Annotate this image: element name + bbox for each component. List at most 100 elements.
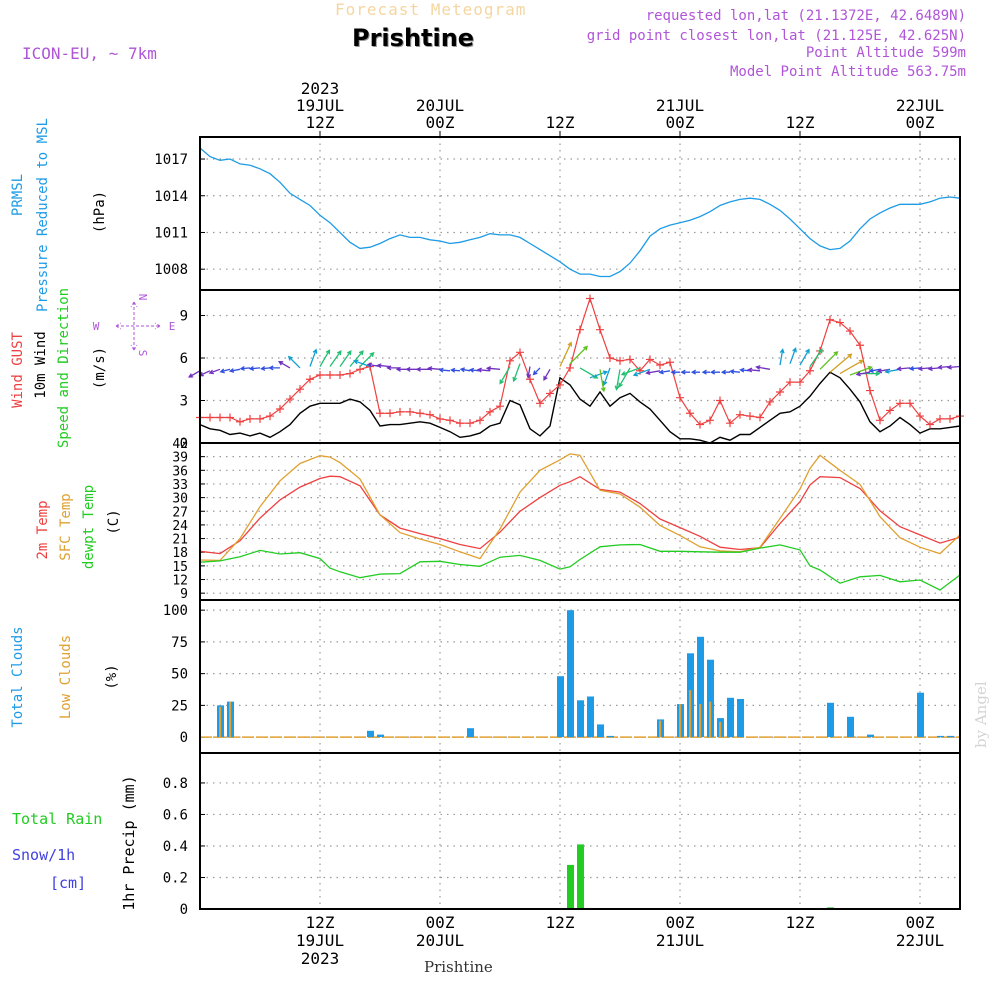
wind-arrow — [415, 366, 430, 372]
wind-arrow — [709, 369, 720, 375]
y-tick-label: 18 — [172, 546, 188, 561]
requested-location: requested lon,lat (21.1372E, 42.6489N) — [645, 8, 966, 24]
wind-arrow — [908, 366, 921, 371]
y-tick-label: 75 — [171, 635, 188, 651]
wind-arrow — [353, 359, 371, 368]
time-label-top: 19JUL — [296, 96, 344, 115]
wind-arrow — [278, 361, 291, 369]
total-cloud-bar — [467, 728, 474, 738]
low-clouds-label: Low Clouds — [58, 635, 74, 719]
gust-marker — [936, 414, 944, 423]
wind-direction-arrows — [188, 341, 961, 393]
gust-marker — [246, 414, 254, 423]
wind-arrow — [618, 367, 631, 388]
compass-w: W — [93, 320, 100, 333]
wind-arrow — [339, 349, 352, 367]
wind-arrow — [427, 366, 441, 372]
gust-marker — [696, 420, 704, 429]
wind-unit-label: (m/s) — [92, 347, 108, 389]
y-tick-label: 1014 — [154, 189, 188, 205]
wind-arrow — [670, 369, 680, 375]
gust-marker — [226, 413, 234, 422]
wind-gust-markers — [196, 294, 964, 429]
y-tick-label: 24 — [172, 519, 188, 534]
time-label-top: 21JUL — [656, 96, 704, 115]
pressure-grid: 1008 1011 1014 1017 — [154, 137, 960, 290]
model-point-altitude: Model Point Altitude 563.75m — [729, 64, 966, 80]
pressure-frame — [199, 136, 961, 291]
wind-arrow — [228, 368, 241, 373]
grid-point-location: grid point closest lon,lat (21.125E, 42.… — [586, 28, 966, 44]
wind-arrow — [287, 355, 301, 369]
low-cloud-bar — [719, 721, 722, 738]
y-tick-label: 0.4 — [163, 839, 188, 855]
y-tick-label: 9 — [180, 587, 188, 602]
gust-marker — [426, 410, 434, 419]
pressure-label-prmsl: PRMSL — [10, 174, 26, 216]
wind-arrow — [809, 348, 823, 367]
gust-marker — [766, 397, 774, 406]
y-tick-label: 9 — [180, 309, 188, 325]
gust-marker — [736, 410, 744, 419]
total-cloud-bar — [567, 610, 574, 738]
time-label-top: 22JUL — [896, 96, 944, 115]
gust-marker — [726, 419, 734, 428]
wind-arrow — [260, 365, 271, 371]
wind-arrow — [602, 367, 611, 387]
gust-marker — [686, 409, 694, 418]
wind-arrow — [512, 363, 521, 383]
low-cloud-bar — [709, 701, 712, 738]
dewpoint-line — [199, 543, 961, 591]
low-cloud-bar — [229, 701, 232, 738]
y-tick-label: 1017 — [154, 152, 188, 168]
gust-marker — [536, 399, 544, 408]
wind-arrow — [620, 367, 641, 376]
gust-marker — [586, 294, 594, 303]
wind-arrow — [614, 369, 621, 391]
time-label-bottom: 22JUL — [896, 931, 944, 950]
gust-marker — [356, 365, 364, 374]
y-tick-label: 21 — [172, 533, 188, 548]
y-tick-label: 0.6 — [163, 807, 188, 823]
wind-arrow — [329, 349, 342, 367]
time-label-bottom: 12Z — [306, 913, 335, 932]
wind-arrow — [438, 367, 451, 373]
gust-marker — [886, 406, 894, 415]
wind-arrow — [485, 366, 501, 371]
wind-arrow — [589, 370, 609, 379]
gust-marker — [656, 361, 664, 370]
wind-arrow — [543, 368, 551, 381]
wind-arrow — [680, 369, 690, 375]
time-label-top: 00Z — [906, 113, 935, 132]
wind-arrow — [855, 371, 871, 377]
gust-marker — [316, 371, 324, 379]
total-cloud-bar — [367, 730, 374, 738]
y-tick-label: 39 — [172, 451, 188, 466]
gust-marker — [676, 393, 684, 402]
pressure-line — [199, 147, 961, 278]
clouds-unit-label: (%) — [104, 664, 120, 689]
compass-e: E — [169, 320, 176, 333]
time-label-top: 00Z — [426, 113, 455, 132]
y-tick-label: 12 — [172, 574, 188, 589]
gust-marker — [236, 417, 244, 426]
gust-marker — [946, 414, 954, 423]
wind-arrow — [645, 370, 661, 376]
precip-bars — [200, 844, 960, 910]
time-label-bottom: 12Z — [786, 913, 815, 932]
time-label-top: 12Z — [546, 113, 575, 132]
total-cloud-bar — [937, 735, 944, 738]
total-cloud-bar — [597, 724, 604, 738]
low-cloud-bar — [699, 704, 702, 738]
time-label-bottom: 19JUL — [296, 931, 344, 950]
gust-marker — [666, 358, 674, 367]
gust-marker — [346, 369, 354, 378]
wind-direction-label: Speed and Direction — [56, 288, 72, 448]
wind-arrow — [747, 367, 761, 373]
compass-n: N — [136, 294, 149, 301]
gust-marker — [796, 378, 804, 387]
y-tick-label: 0 — [180, 436, 188, 452]
